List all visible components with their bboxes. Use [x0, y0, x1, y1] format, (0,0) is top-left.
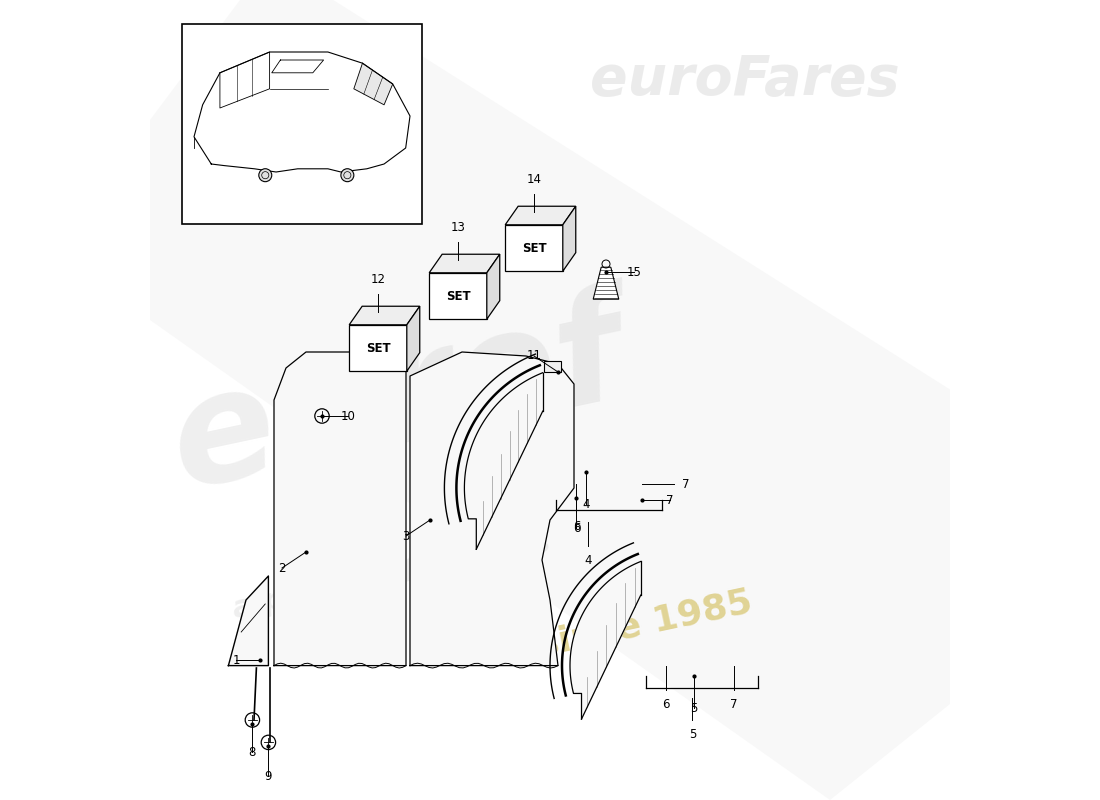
Polygon shape [349, 325, 407, 371]
Text: 6: 6 [573, 522, 580, 534]
Text: 3: 3 [403, 530, 409, 542]
Polygon shape [194, 52, 410, 172]
Text: 10: 10 [341, 410, 355, 422]
Circle shape [341, 169, 354, 182]
Text: 4: 4 [582, 498, 590, 510]
Polygon shape [570, 562, 641, 719]
Polygon shape [505, 206, 575, 225]
Text: since 1985: since 1985 [534, 585, 755, 663]
Polygon shape [563, 206, 575, 271]
Text: 14: 14 [527, 174, 541, 186]
Text: 4: 4 [585, 554, 592, 566]
Polygon shape [407, 306, 420, 371]
Polygon shape [429, 273, 487, 319]
Text: 15: 15 [627, 266, 641, 278]
Polygon shape [505, 225, 563, 271]
Polygon shape [349, 306, 420, 325]
Text: 11: 11 [527, 350, 541, 362]
Text: 9: 9 [265, 770, 272, 782]
Polygon shape [464, 373, 542, 550]
Text: 8: 8 [249, 746, 256, 758]
Text: 12: 12 [371, 274, 385, 286]
Text: 6: 6 [662, 698, 670, 710]
Text: SET: SET [521, 242, 547, 254]
Text: 5: 5 [691, 702, 697, 714]
Polygon shape [593, 267, 619, 299]
Text: 13: 13 [451, 222, 465, 234]
Circle shape [258, 169, 272, 182]
Text: 1: 1 [233, 654, 240, 666]
Text: 7: 7 [730, 698, 738, 710]
Text: 7: 7 [667, 494, 673, 506]
Text: a passion for parts: a passion for parts [230, 528, 553, 624]
Polygon shape [354, 63, 393, 105]
Text: 6: 6 [573, 520, 580, 533]
Text: SET: SET [446, 290, 471, 302]
PathPatch shape [150, 0, 1030, 800]
Bar [182, 24, 422, 224]
Polygon shape [487, 254, 499, 319]
Polygon shape [229, 576, 268, 666]
Text: 2: 2 [278, 562, 286, 574]
Text: euroFares: euroFares [590, 53, 900, 107]
Text: 7: 7 [682, 478, 690, 490]
Text: SET: SET [365, 342, 390, 354]
Polygon shape [274, 352, 406, 666]
Polygon shape [410, 352, 574, 666]
Text: eurof: eurof [158, 279, 638, 521]
Text: 5: 5 [689, 728, 696, 741]
Bar [543, 361, 561, 372]
Polygon shape [429, 254, 499, 273]
